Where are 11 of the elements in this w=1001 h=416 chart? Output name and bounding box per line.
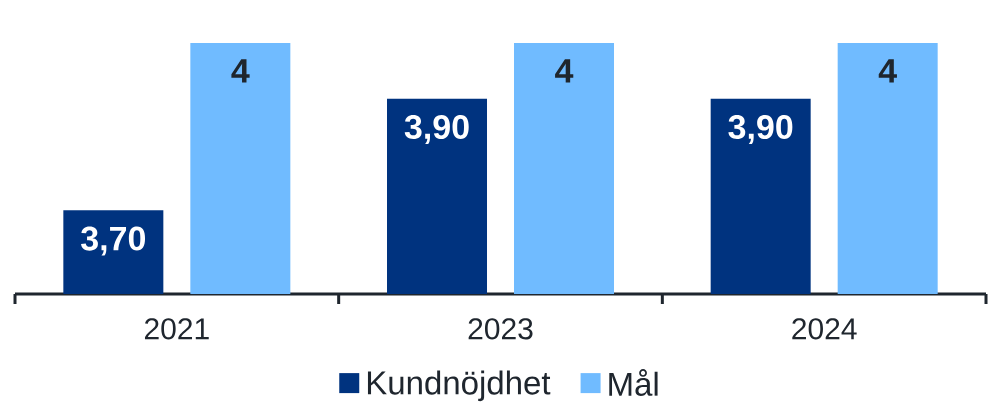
x-tick-label: 2024 [792,318,857,340]
data-label: 3,90 [728,114,793,144]
data-label: 4 [231,59,250,83]
data-label: 4 [555,59,574,83]
legend-label: Kundnöjdhet [367,370,551,402]
legend-label: Mål [609,369,658,396]
data-label: 3,90 [404,114,469,144]
x-tick-label: 2023 [468,318,533,340]
x-tick-label: 2021 [144,318,209,340]
data-label: 4 [878,59,897,83]
data-label: 3,70 [81,226,146,256]
